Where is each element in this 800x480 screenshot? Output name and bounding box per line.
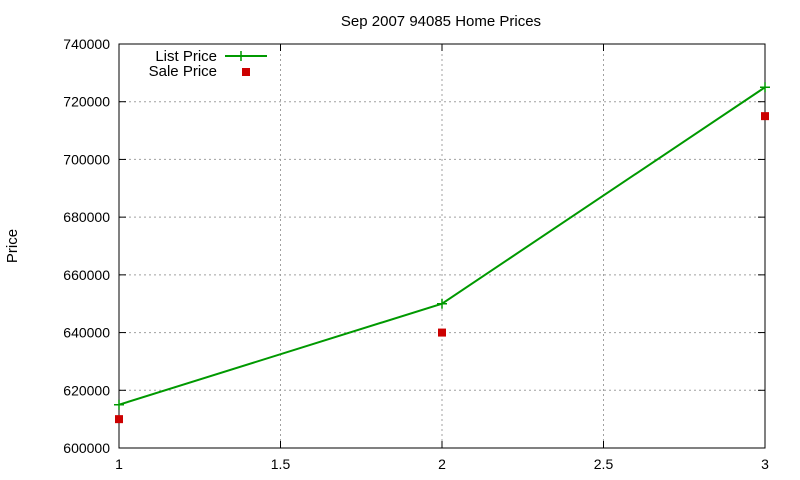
y-tick-label: 660000 xyxy=(63,267,110,283)
y-tick-label: 620000 xyxy=(63,382,110,398)
y-tick-label: 740000 xyxy=(63,36,110,52)
y-tick-label: 700000 xyxy=(63,151,110,167)
x-axis-tick-labels: 1 1.5 2 2.5 3 xyxy=(115,456,769,472)
y-axis-tick-labels: 600000 620000 640000 660000 680000 700000 7200… xyxy=(63,36,110,456)
legend: List Price Sale Price xyxy=(149,48,267,80)
y-axis-label: Price xyxy=(4,229,21,263)
list-price-point xyxy=(114,399,124,410)
sale-price-point xyxy=(438,328,446,337)
x-tick-label: 1.5 xyxy=(271,456,291,472)
grid xyxy=(119,44,765,448)
y-tick-label: 640000 xyxy=(63,325,110,341)
x-tick-label: 3 xyxy=(761,456,769,472)
y-tick-label: 680000 xyxy=(63,209,110,225)
list-price-point xyxy=(437,298,447,309)
chart-title: Sep 2007 94085 Home Prices xyxy=(341,13,541,30)
sale-price-point xyxy=(115,415,123,424)
legend-label-sale-price: Sale Price xyxy=(149,63,217,80)
x-tick-label: 2.5 xyxy=(594,456,614,472)
y-tick-label: 600000 xyxy=(63,440,110,456)
legend-marker-sale-price xyxy=(242,68,250,76)
y-tick-label: 720000 xyxy=(63,94,110,110)
axis-ticks xyxy=(118,43,766,449)
series-layer xyxy=(114,82,770,424)
x-tick-label: 1 xyxy=(115,456,123,472)
legend-marker-list-price xyxy=(236,51,246,61)
sale-price-point xyxy=(761,112,769,121)
list-price-point xyxy=(760,82,770,93)
legend-label-list-price: List Price xyxy=(155,48,217,65)
x-tick-label: 2 xyxy=(438,456,446,472)
